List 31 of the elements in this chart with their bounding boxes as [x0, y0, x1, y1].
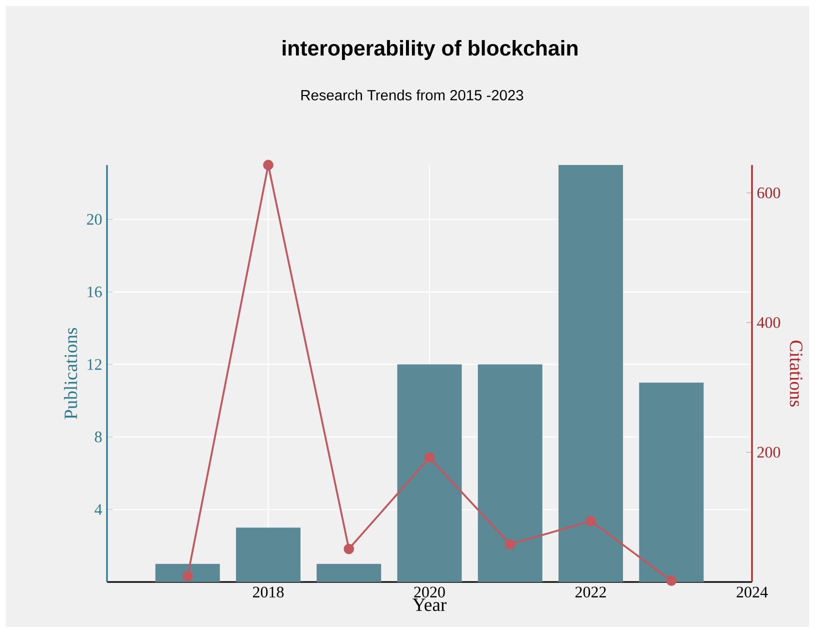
- bar: [639, 382, 704, 582]
- bar: [558, 165, 623, 582]
- point: [666, 576, 677, 586]
- chart-title: interoperability of blockchain: [282, 40, 578, 60]
- x-tick-label: 2018: [252, 586, 284, 598]
- y2-tick-label: 400: [757, 317, 780, 328]
- x-axis-title: Year: [412, 598, 447, 612]
- y-tick-label: 16: [88, 286, 102, 298]
- bar: [236, 528, 300, 582]
- point: [263, 160, 274, 170]
- y-tick-label: 8: [94, 432, 102, 442]
- point: [586, 516, 596, 526]
- y-axis-title: Publications: [64, 328, 78, 420]
- x-tick-label: 2020: [414, 586, 445, 598]
- y-tick-label: 20: [87, 214, 102, 225]
- x-tick-label: 2022: [575, 586, 606, 598]
- bar: [155, 564, 220, 582]
- y2-axis-title: Citations: [790, 340, 802, 407]
- bar: [397, 364, 462, 582]
- bar: [478, 364, 542, 582]
- point: [182, 570, 193, 582]
- bar: [316, 564, 382, 582]
- chart-subtitle: Research Trends from 2015 -2023: [301, 90, 524, 100]
- point: [344, 544, 354, 554]
- y2-tick-label: 600: [757, 187, 780, 198]
- y-tick-label: 12: [88, 359, 102, 370]
- x-tick-label: 2024: [736, 586, 768, 598]
- y2-tick-label: 200: [757, 446, 780, 458]
- point: [504, 539, 516, 550]
- y-tick-label: 4: [94, 504, 102, 515]
- point: [424, 452, 435, 463]
